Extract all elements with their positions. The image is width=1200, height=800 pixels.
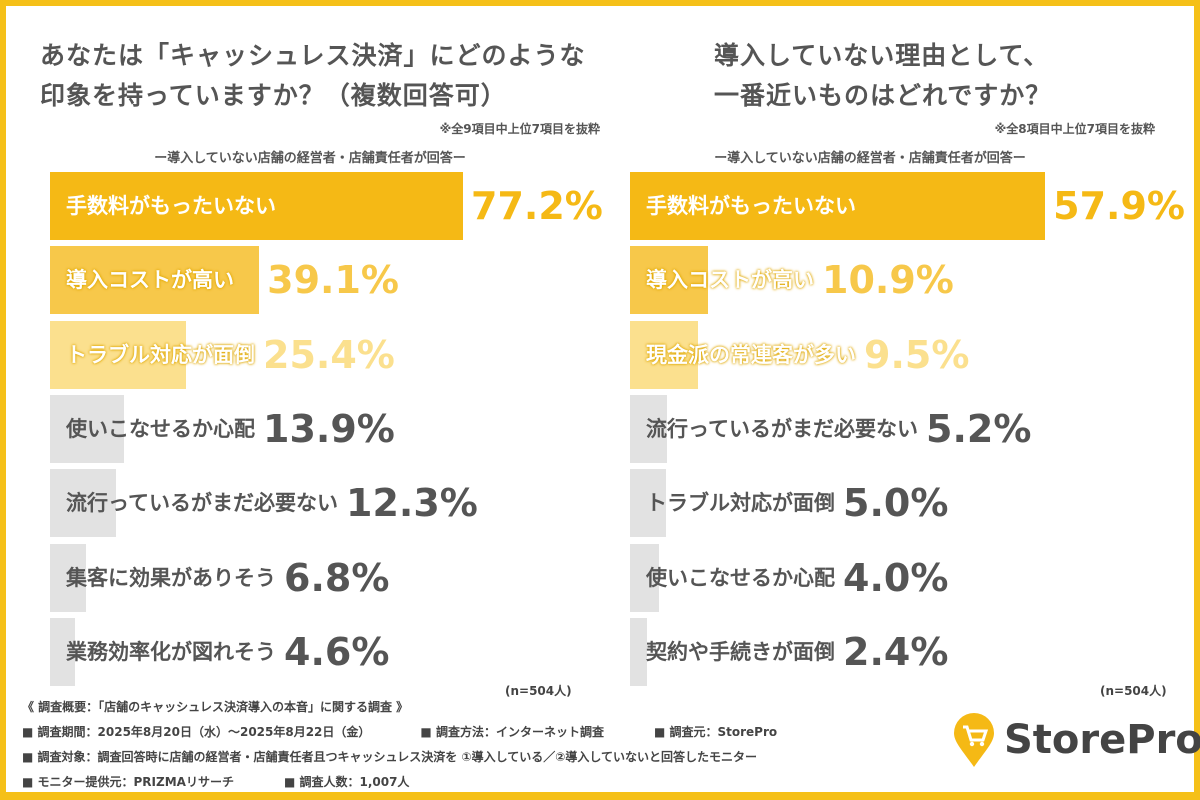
bar-row: 集客に効果がありそう 6.8%: [50, 543, 590, 612]
survey-method: ■ 調査方法：インターネット調査: [420, 725, 604, 739]
bar-row: トラブル対応が面倒 5.0%: [630, 469, 1170, 538]
bar-category-label: 業務効率化が図れそう: [66, 639, 276, 664]
survey-count: ■ 調査人数：1,007人: [283, 775, 410, 789]
bar: [50, 394, 125, 463]
bar-category-label: 現金派の常連客が多い: [646, 342, 856, 367]
bar-value-label: 12.3%: [346, 481, 478, 526]
bar: [50, 246, 260, 315]
survey-provider: ■ モニター提供元：PRIZMAリサーチ: [22, 775, 234, 789]
survey-period: ■ 調査期間：2025年8月20日（水）～2025年8月22日（金）: [22, 725, 371, 739]
bar-row: 流行っているがまだ必要ない 5.2%: [630, 394, 1170, 463]
bar-value-label: 5.2%: [926, 406, 1032, 451]
bar-category-label: 手数料がもったいない: [646, 194, 856, 218]
bar: [630, 172, 1046, 240]
right-note: ※全8項目中上位7項目を抜粋: [994, 122, 1155, 136]
survey-target: ■ 調査対象：調査回答時に店舗の経営者・店舗責任者且つキャッシュレス決済を ①導…: [22, 750, 758, 764]
bar: [50, 543, 87, 612]
bar-row: 業務効率化が図れそう 4.6%: [50, 617, 590, 686]
left-title: あなたは「キャッシュレス決済」にどのような 印象を持っていますか？（複数回答可）: [40, 36, 586, 116]
bar: [50, 617, 75, 686]
bar-value-label: 6.8%: [284, 555, 390, 600]
right-title-line2: 一番近いものはどれですか？: [714, 81, 1052, 110]
bar-row: 導入コストが高い 10.9%: [630, 246, 1170, 315]
bar-value-label: 13.9%: [263, 406, 395, 451]
bar-category-label: 使いこなせるか心配: [66, 416, 255, 441]
right-sample-size: (n=504人): [1100, 684, 1167, 698]
footer-heading: 《 調査概要：「店舗のキャッシュレス決済導入の本音」に関する調査 》: [22, 700, 409, 714]
left-title-line1: あなたは「キャッシュレス決済」にどのような: [40, 41, 586, 70]
footer-line-4: ■ モニター提供元：PRIZMAリサーチ ■ 調査人数：1,007人: [22, 773, 459, 790]
bar-row: 手数料がもったいない 77.2%: [50, 172, 603, 240]
bar-value-label: 25.4%: [263, 332, 395, 377]
right-subtitle: ー導入していない店舗の経営者・店舗責任者が回答ー: [714, 151, 1026, 166]
bar-value-label: 2.4%: [843, 629, 949, 674]
bar-category-label: 導入コストが高い: [646, 268, 814, 293]
logo-text: StorePro: [1004, 717, 1200, 763]
bar-value-label: 39.1%: [267, 258, 400, 303]
bar-row: トラブル対応が面倒 25.4%: [50, 320, 590, 389]
bar-category-label: 使いこなせるか心配: [646, 565, 835, 590]
bar-row: 流行っているがまだ必要ない 12.3%: [50, 469, 590, 538]
bar: [630, 469, 666, 538]
left-title-line2: 印象を持っていますか？（複数回答可）: [40, 81, 507, 110]
left-subtitle: ー導入していない店舗の経営者・店舗責任者が回答ー: [154, 151, 466, 166]
bar: [630, 320, 699, 389]
bar-row: 手数料がもったいない 57.9%: [630, 172, 1185, 240]
bar-category-label: トラブル対応が面倒: [66, 342, 255, 367]
right-title-line1: 導入していない理由として、: [714, 41, 1050, 70]
bar-row: 使いこなせるか心配 4.0%: [630, 543, 1170, 612]
bar-category-label: 導入コストが高い: [66, 268, 234, 293]
bar: [630, 246, 709, 315]
right-title: 導入していない理由として、 一番近いものはどれですか？: [714, 36, 1051, 116]
bar-value-label: 9.5%: [864, 332, 970, 377]
shopping-cart-pin-icon: [952, 712, 996, 768]
bar-value-label: 77.2%: [471, 184, 603, 228]
bar: [630, 394, 668, 463]
bar-value-label: 57.9%: [1053, 184, 1185, 228]
bar: [50, 469, 116, 538]
bar-category-label: 手数料がもったいない: [66, 194, 276, 218]
bar-category-label: 流行っているがまだ必要ない: [646, 416, 918, 441]
bar-row: 現金派の常連客が多い 9.5%: [630, 320, 1170, 389]
bar-category-label: 契約や手続きが面倒: [646, 639, 835, 664]
bar-category-label: トラブル対応が面倒: [646, 491, 835, 516]
bar-category-label: 流行っているがまだ必要ない: [66, 491, 338, 516]
bar: [630, 543, 659, 612]
bar-row: 導入コストが高い 39.1%: [50, 246, 590, 315]
bar-value-label: 5.0%: [843, 481, 949, 526]
bar-value-label: 4.0%: [843, 555, 949, 600]
bar: [630, 617, 648, 686]
bar: [50, 320, 186, 389]
storepro-logo: StorePro: [952, 712, 1200, 768]
bar: [50, 172, 464, 240]
bar-category-label: 集客に効果がありそう: [66, 565, 276, 590]
left-note: ※全9項目中上位7項目を抜粋: [439, 122, 600, 136]
left-sample-size: (n=504人): [505, 684, 572, 698]
bar-row: 契約や手続きが面倒 2.4%: [630, 617, 1170, 686]
bar-value-label: 10.9%: [822, 258, 954, 303]
bar-value-label: 4.6%: [284, 629, 390, 674]
footer-line-1: ■ 調査期間：2025年8月20日（水）～2025年8月22日（金） ■ 調査方法…: [22, 723, 827, 740]
bar-row: 使いこなせるか心配 13.9%: [50, 394, 590, 463]
survey-source: ■ 調査元：StorePro: [653, 725, 778, 739]
